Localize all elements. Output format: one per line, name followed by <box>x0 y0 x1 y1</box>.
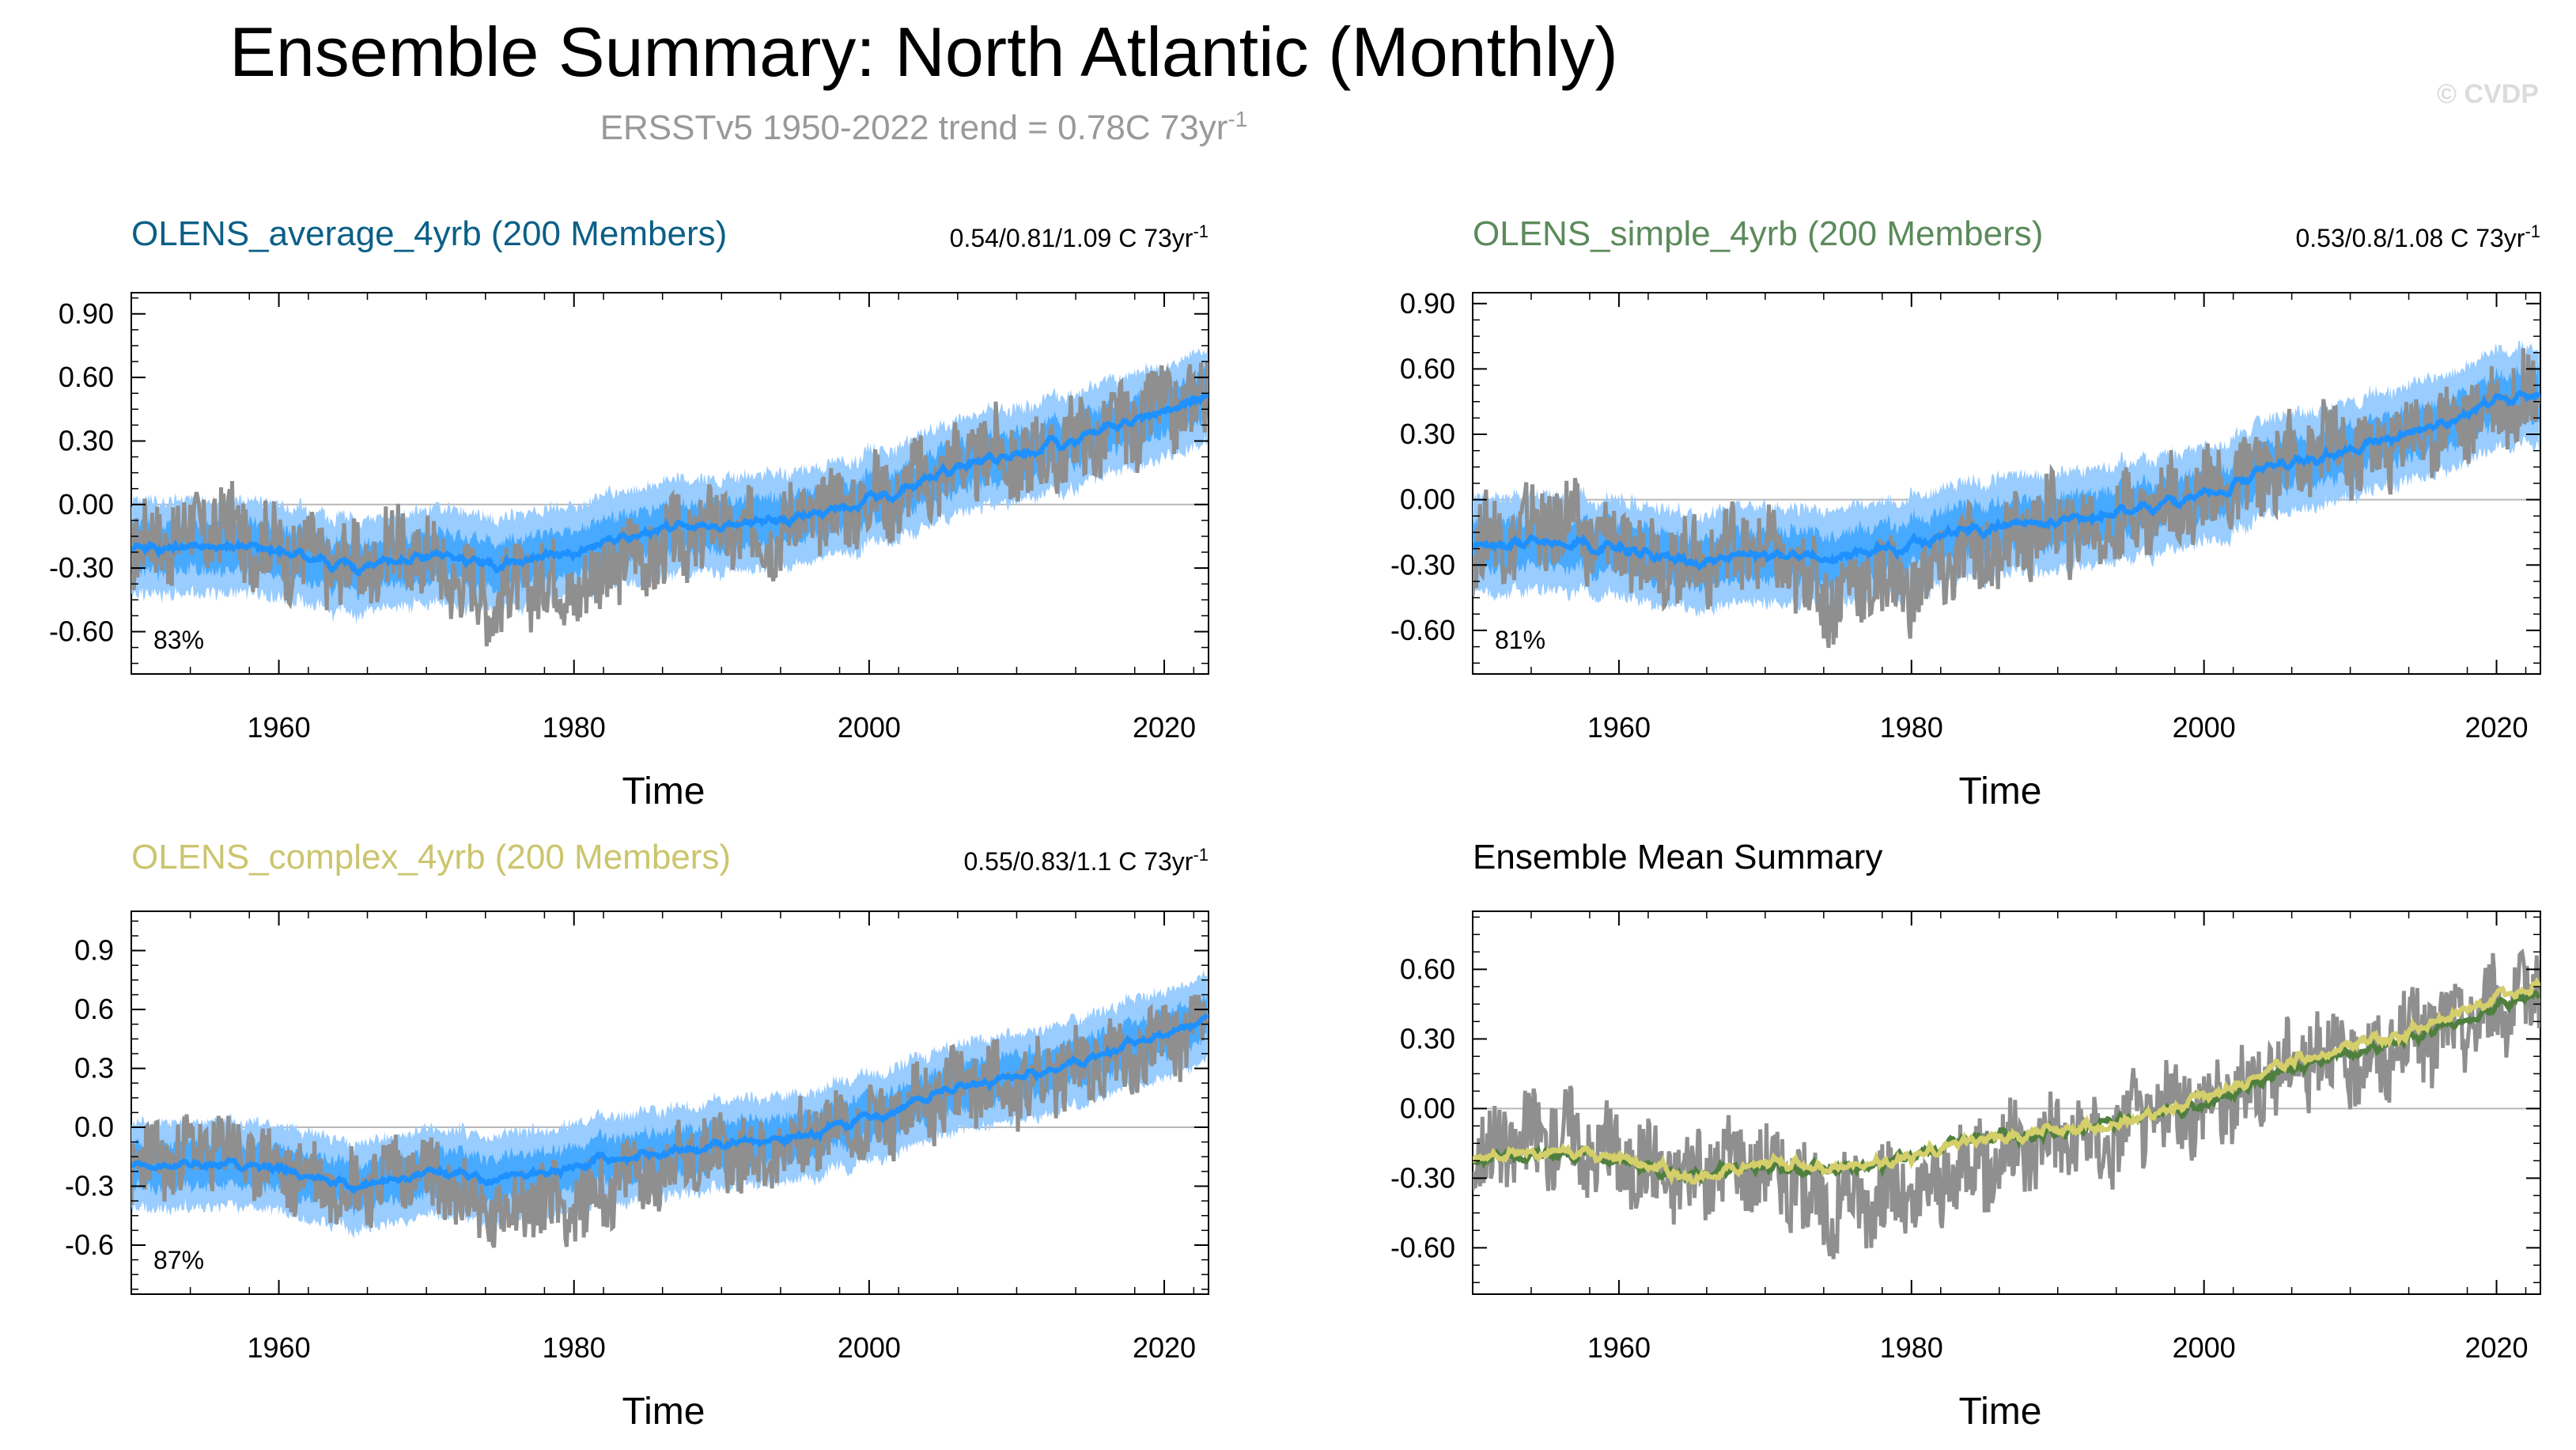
observed-line <box>1473 948 2540 1259</box>
chart-panel-2: OLENS_simple_4yrb (200 Members) 0.53/0.8/… <box>1390 214 2541 812</box>
x-tick-label: 1980 <box>1880 1331 1943 1364</box>
y-tick-label: 0.00 <box>1400 483 1455 516</box>
trend-superscript: -1 <box>2525 221 2540 241</box>
y-tick-label: -0.60 <box>1390 1231 1455 1263</box>
x-tick-label: 1960 <box>1587 1331 1651 1364</box>
x-tick-label: 2020 <box>2464 1331 2528 1364</box>
plot-area <box>131 969 1209 1248</box>
watermark: © CVDP <box>2437 79 2539 109</box>
trend-value: 0.53/0.8/1.08 C 73yr <box>2295 224 2525 252</box>
x-tick-label: 1980 <box>1880 711 1943 744</box>
ensemble-mean-line-2 <box>1473 976 2540 1186</box>
y-tick-label: 0.00 <box>1400 1092 1455 1124</box>
x-tick-label: 1980 <box>543 711 606 744</box>
y-tick-label: -0.6 <box>65 1229 114 1261</box>
chart-panel-4: Ensemble Mean Summary 0.60 0.30 0.00 -0.30 -0… <box>1390 838 2541 1433</box>
figure-subtitle: ERSSTv5 1950-2022 trend = 0.78C 73yr-1 <box>600 107 1248 147</box>
plot-area <box>1473 948 2540 1259</box>
trend-value: 0.54/0.81/1.09 C 73yr <box>950 224 1193 252</box>
y-tick-label: -0.60 <box>49 615 114 647</box>
chart-panel-1: OLENS_average_4yrb (200 Members) 0.54/0.8… <box>49 214 1209 812</box>
x-tick-label: 2000 <box>2173 1331 2236 1364</box>
panel-title: OLENS_simple_4yrb (200 Members) <box>1473 214 2043 253</box>
y-tick-label: 0.30 <box>1400 1022 1455 1054</box>
x-tick-label: 2000 <box>2173 711 2236 744</box>
y-tick-label: -0.30 <box>1390 1161 1455 1194</box>
x-tick-label: 2020 <box>1133 1331 1196 1364</box>
percent-label: 81% <box>1495 626 1545 654</box>
chart-panel-3: OLENS_complex_4yrb (200 Members) 0.55/0.8… <box>65 838 1209 1433</box>
plot-area <box>1473 340 2540 649</box>
y-tick-label: -0.60 <box>1390 614 1455 646</box>
x-axis-label: Time <box>622 770 705 812</box>
plot-area <box>131 346 1209 647</box>
x-tick-label: 1960 <box>248 711 311 744</box>
y-tick-label: 0.60 <box>1400 352 1455 384</box>
panel-title: Ensemble Mean Summary <box>1473 838 1882 876</box>
panel-title: OLENS_complex_4yrb (200 Members) <box>131 838 731 876</box>
y-tick-label: 0.60 <box>1400 952 1455 985</box>
ensemble-mean-line <box>131 392 1209 577</box>
y-tick-label: 0.60 <box>59 361 114 393</box>
percent-label: 83% <box>153 626 204 654</box>
observed-line <box>131 362 1209 647</box>
trend-superscript: -1 <box>1193 845 1209 865</box>
ensemble-mean-line <box>1473 389 2540 571</box>
percent-label: 87% <box>153 1246 204 1274</box>
y-tick-label: -0.3 <box>65 1169 114 1202</box>
y-tick-label: 0.30 <box>1400 418 1455 450</box>
y-tick-label: 0.90 <box>1400 287 1455 320</box>
plot-frame <box>131 292 1209 675</box>
trend-label: 0.54/0.81/1.09 C 73yr-1 <box>950 221 1209 252</box>
x-tick-label: 2020 <box>1133 711 1196 744</box>
y-tick-label: -0.30 <box>1390 548 1455 581</box>
y-tick-label: 0.6 <box>74 993 114 1025</box>
x-axis-label: Time <box>1959 770 2042 812</box>
y-tick-label: 0.0 <box>74 1111 114 1143</box>
plot-frame <box>1472 911 2541 1295</box>
plot-frame <box>131 911 1209 1295</box>
y-tick-label: 0.30 <box>59 424 114 456</box>
x-axis-label: Time <box>622 1391 705 1433</box>
x-tick-label: 1960 <box>1587 711 1651 744</box>
trend-label: 0.55/0.83/1.1 C 73yr-1 <box>963 845 1209 876</box>
x-tick-label: 2020 <box>2464 711 2528 744</box>
figure-title: Ensemble Summary: North Atlantic (Monthl… <box>229 13 1618 91</box>
y-tick-label: 0.3 <box>74 1052 114 1085</box>
spread-inner-band <box>1473 365 2540 594</box>
x-tick-label: 1960 <box>248 1331 311 1364</box>
trend-label: 0.53/0.8/1.08 C 73yr-1 <box>2295 221 2540 252</box>
x-tick-label: 1980 <box>543 1331 606 1364</box>
panel-title: OLENS_average_4yrb (200 Members) <box>131 214 727 253</box>
y-tick-label: -0.30 <box>49 551 114 584</box>
y-tick-label: 0.9 <box>74 934 114 967</box>
x-axis-label: Time <box>1959 1391 2042 1433</box>
x-tick-label: 2000 <box>838 711 901 744</box>
y-tick-label: 0.90 <box>59 297 114 330</box>
y-tick-label: 0.00 <box>59 488 114 521</box>
trend-superscript: -1 <box>1193 221 1209 241</box>
trend-value: 0.55/0.83/1.1 C 73yr <box>963 847 1193 876</box>
x-tick-label: 2000 <box>838 1331 901 1364</box>
ensemble-mean-line <box>131 1013 1209 1194</box>
